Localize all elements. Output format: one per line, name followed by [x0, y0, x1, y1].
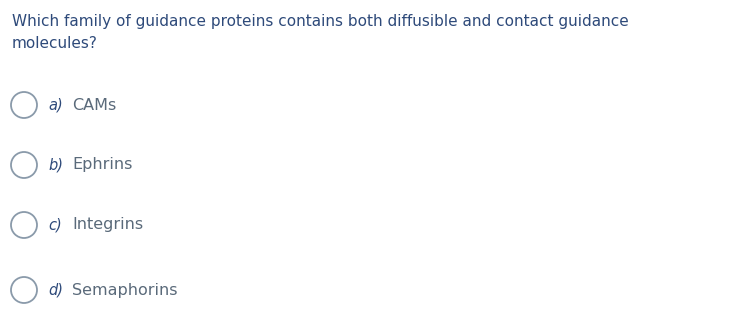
Text: c): c) — [48, 217, 62, 233]
Text: Integrins: Integrins — [72, 217, 143, 233]
Text: CAMs: CAMs — [72, 97, 117, 113]
Text: b): b) — [48, 158, 63, 172]
Text: a): a) — [48, 97, 63, 113]
Text: Ephrins: Ephrins — [72, 158, 132, 172]
Text: Which family of guidance proteins contains both diffusible and contact guidance: Which family of guidance proteins contai… — [12, 14, 629, 29]
Text: Semaphorins: Semaphorins — [72, 283, 178, 297]
Text: molecules?: molecules? — [12, 36, 98, 51]
Text: d): d) — [48, 283, 63, 297]
